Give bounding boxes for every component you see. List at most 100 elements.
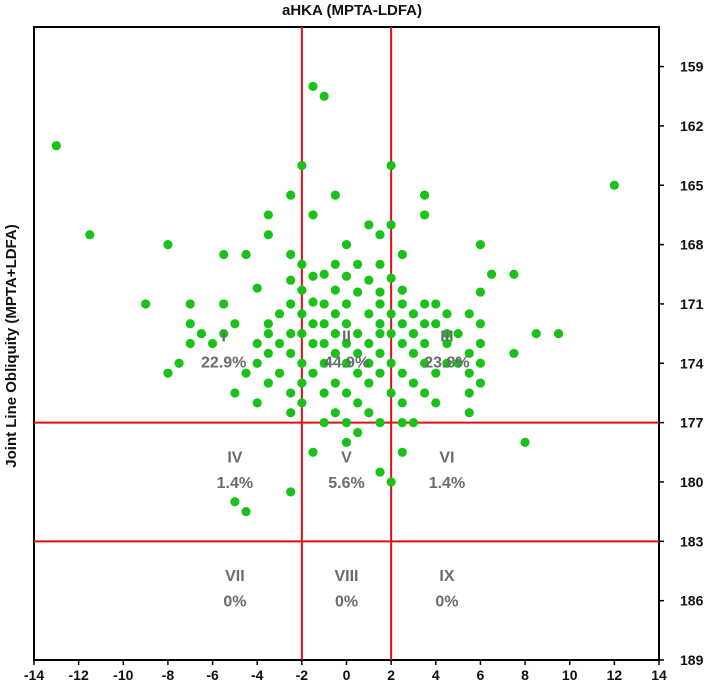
data-point: [364, 220, 374, 230]
data-point: [286, 329, 296, 339]
data-point: [51, 141, 61, 151]
data-point: [375, 467, 385, 477]
zone-roman-label: V: [341, 449, 352, 466]
data-point: [386, 477, 396, 487]
data-point: [330, 259, 340, 269]
data-point: [408, 418, 419, 428]
data-point: [453, 329, 463, 339]
y-tick-label: 162: [680, 118, 704, 134]
zone-labels: I 22.9% II 44.9% III 23.8% IV 1.4% V 5.6% VI 1.4% VI…: [201, 329, 470, 611]
data-point: [353, 259, 363, 269]
data-point: [85, 230, 95, 240]
data-point: [308, 271, 318, 281]
data-point: [353, 329, 363, 339]
x-axis-ticks: -14 -12 -10 -8 -6 -4 -2 0 2 4 6 8 10 12 14: [24, 660, 667, 683]
data-point: [330, 285, 340, 295]
data-point: [408, 329, 419, 339]
data-point: [252, 338, 262, 349]
x-tick-label: 6: [477, 667, 485, 683]
data-point: [330, 378, 340, 388]
x-tick-label: 0: [343, 667, 351, 683]
chart-title: aHKA (MPTA-LDFA): [282, 2, 422, 19]
data-point: [297, 378, 307, 388]
y-tick-label: 183: [680, 533, 704, 549]
data-point: [330, 309, 340, 319]
data-point: [397, 447, 407, 457]
data-point: [330, 348, 340, 358]
data-point: [341, 358, 352, 368]
x-tick-label: -8: [162, 667, 175, 683]
data-point: [364, 358, 374, 368]
x-tick-label: -14: [24, 667, 44, 683]
data-point: [420, 338, 430, 349]
data-point: [453, 358, 463, 368]
data-point: [420, 299, 430, 309]
data-point: [341, 239, 352, 250]
data-point: [397, 338, 407, 349]
y-tick-label: 186: [680, 593, 704, 609]
data-point: [397, 299, 407, 309]
zone-percent-label: 0%: [435, 594, 458, 611]
data-point: [408, 348, 419, 358]
data-point: [319, 338, 329, 349]
data-point: [442, 309, 452, 319]
y-tick-label: 177: [680, 415, 704, 431]
data-point: [353, 287, 363, 297]
data-points: [51, 81, 619, 517]
data-point: [219, 249, 229, 260]
x-tick-label: -4: [251, 667, 264, 683]
zone-percent-label: 1.4%: [429, 475, 465, 492]
data-point: [353, 348, 363, 358]
data-point: [274, 338, 285, 349]
data-point: [464, 388, 474, 398]
x-tick-label: -6: [206, 667, 219, 683]
data-point: [308, 297, 318, 307]
y-axis-ticks: 159 162 165 168 171 174 177 180 183 186 189: [659, 59, 704, 668]
data-point: [386, 388, 396, 398]
data-point: [230, 497, 240, 507]
data-point: [163, 239, 173, 250]
data-point: [464, 348, 474, 358]
x-tick-label: 8: [521, 667, 529, 683]
data-point: [341, 271, 352, 281]
data-point: [375, 287, 385, 297]
zone-roman-label: IV: [227, 449, 242, 466]
data-point: [297, 309, 307, 319]
y-tick-label: 180: [680, 474, 704, 490]
data-point: [297, 259, 307, 269]
data-point: [297, 160, 307, 171]
data-point: [553, 329, 564, 339]
data-point: [263, 348, 273, 358]
data-point: [263, 378, 273, 388]
x-tick-label: 2: [387, 667, 395, 683]
data-point: [219, 329, 229, 339]
data-point: [475, 378, 486, 388]
data-point: [408, 309, 419, 319]
data-point: [420, 210, 430, 220]
data-point: [420, 388, 430, 398]
data-point: [386, 329, 396, 339]
data-point: [420, 190, 430, 200]
data-point: [330, 329, 340, 339]
data-point: [286, 190, 296, 200]
zone-roman-label: IX: [439, 568, 454, 585]
data-point: [375, 230, 385, 240]
zone-percent-label: 22.9%: [201, 354, 246, 371]
data-point: [207, 338, 218, 349]
zone-roman-label: VII: [225, 568, 245, 585]
data-point: [341, 319, 352, 329]
data-point: [230, 388, 240, 398]
data-point: [509, 348, 519, 358]
data-point: [252, 283, 262, 293]
data-point: [252, 398, 262, 408]
zone-percent-label: 1.4%: [217, 475, 253, 492]
y-tick-label: 168: [680, 237, 704, 253]
data-point: [141, 299, 151, 309]
zone-roman-label: II: [342, 329, 351, 346]
x-tick-label: 12: [607, 667, 623, 683]
zone-percent-label: 44.9%: [324, 354, 369, 371]
data-point: [397, 285, 407, 295]
data-point: [375, 329, 385, 339]
x-tick-label: -2: [296, 667, 309, 683]
